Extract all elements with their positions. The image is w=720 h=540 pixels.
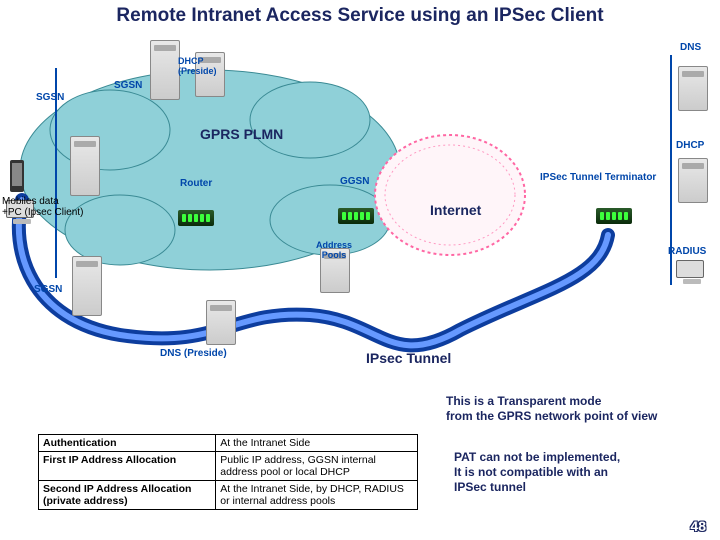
- ipsec-terminator-router: [596, 208, 632, 224]
- ggsn-label: GGSN: [340, 176, 369, 187]
- mobile-icon: [10, 160, 24, 192]
- page-number: 48: [690, 518, 706, 534]
- transparent-note: This is a Transparent mode from the GPRS…: [446, 394, 657, 424]
- dns-preside-server: [206, 300, 236, 345]
- internet-label: Internet: [430, 202, 481, 218]
- dns-server-tr: [678, 66, 708, 111]
- sgsn-bl-label: SGSN: [34, 284, 62, 295]
- sgsn-left-label: SGSN: [36, 92, 64, 103]
- dhcp-preside-label: DHCP (Preside): [178, 56, 217, 76]
- ipsec-term-label: IPSec Tunnel Terminator: [540, 172, 656, 183]
- table-row: First IP Address AllocationPublic IP add…: [39, 452, 418, 481]
- gprs-plmn-label: GPRS PLMN: [200, 126, 283, 142]
- address-pools-label: Address Pools: [316, 240, 352, 260]
- mobiles-label: Mobiles data +PC (Ipsec Client): [2, 196, 83, 218]
- table-row: Second IP Address Allocation (private ad…: [39, 481, 418, 510]
- sgsn-server-bl: [72, 256, 102, 316]
- sgsn-top-label: SGSN: [114, 80, 142, 91]
- pat-note: PAT can not be implemented, It is not co…: [454, 450, 620, 495]
- radius-label: RADIUS: [668, 246, 706, 257]
- router-label: Router: [180, 178, 212, 189]
- sgsn-server-left: [70, 136, 100, 196]
- ggsn-router: [338, 208, 374, 224]
- info-table: AuthenticationAt the Intranet Side First…: [38, 434, 418, 510]
- table-row: AuthenticationAt the Intranet Side: [39, 435, 418, 452]
- dhcp-server-right: [678, 158, 708, 203]
- radius-pc: [676, 260, 708, 288]
- sgsn-server-top: [150, 40, 180, 100]
- dns-label-tr: DNS: [680, 42, 701, 53]
- dns-preside-label: DNS (Preside): [160, 348, 227, 359]
- router-left: [178, 210, 214, 226]
- ipsec-tunnel-label: IPsec Tunnel: [366, 350, 451, 366]
- dhcp-right-label: DHCP: [676, 140, 704, 151]
